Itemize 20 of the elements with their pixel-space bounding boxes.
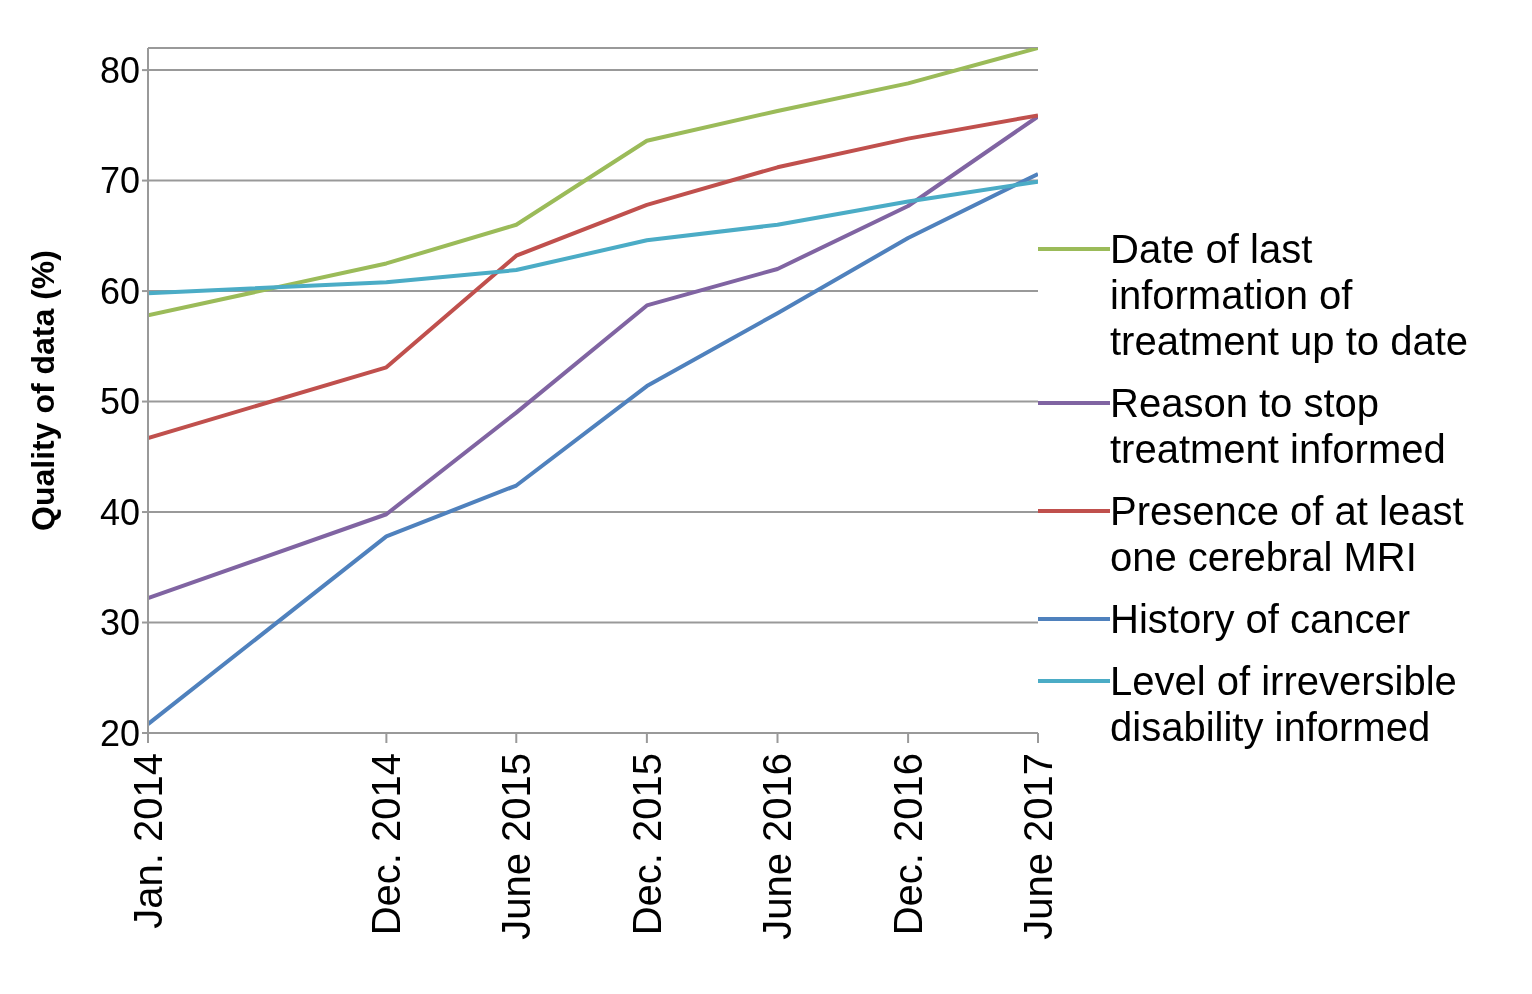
- x-tick-label: June 2017: [1016, 753, 1060, 940]
- x-tick-label: June 2015: [494, 753, 539, 940]
- x-tick-label: Dec. 2016: [886, 753, 931, 936]
- y-tick-label: 50: [99, 381, 140, 423]
- y-tick-label: 60: [99, 270, 140, 312]
- legend-label: History of cancer: [1110, 595, 1411, 642]
- legend-label: Presence of at least one cerebral MRI: [1110, 487, 1465, 580]
- y-tick-label: 70: [99, 160, 140, 202]
- legend-label: Level of irreversible disability informed: [1110, 657, 1458, 750]
- x-tick-label: Dec. 2014: [364, 753, 409, 936]
- y-tick-label: 30: [99, 602, 140, 644]
- legend-label: Reason to stop treatment informed: [1110, 379, 1447, 472]
- y-axis-title: Quality of data (%): [25, 250, 62, 531]
- x-tick-label: June 2016: [755, 753, 800, 940]
- legend-label: Date of last information of treatment up to date: [1110, 225, 1469, 364]
- x-tick-label: Dec. 2015: [624, 753, 669, 936]
- y-tick-label: 80: [99, 49, 140, 91]
- y-tick-label: 40: [99, 491, 140, 533]
- y-tick-label: 20: [99, 712, 140, 754]
- x-tick-label: Jan. 2014: [126, 753, 170, 929]
